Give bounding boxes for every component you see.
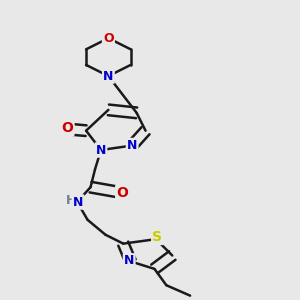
- Text: S: S: [152, 230, 162, 244]
- Text: O: O: [61, 121, 73, 135]
- Text: N: N: [124, 254, 134, 267]
- Text: N: N: [73, 196, 83, 208]
- Text: N: N: [103, 70, 114, 83]
- Text: N: N: [127, 139, 137, 152]
- Text: O: O: [103, 32, 114, 45]
- Text: O: O: [116, 186, 128, 200]
- Text: H: H: [65, 194, 76, 207]
- Text: N: N: [96, 143, 106, 157]
